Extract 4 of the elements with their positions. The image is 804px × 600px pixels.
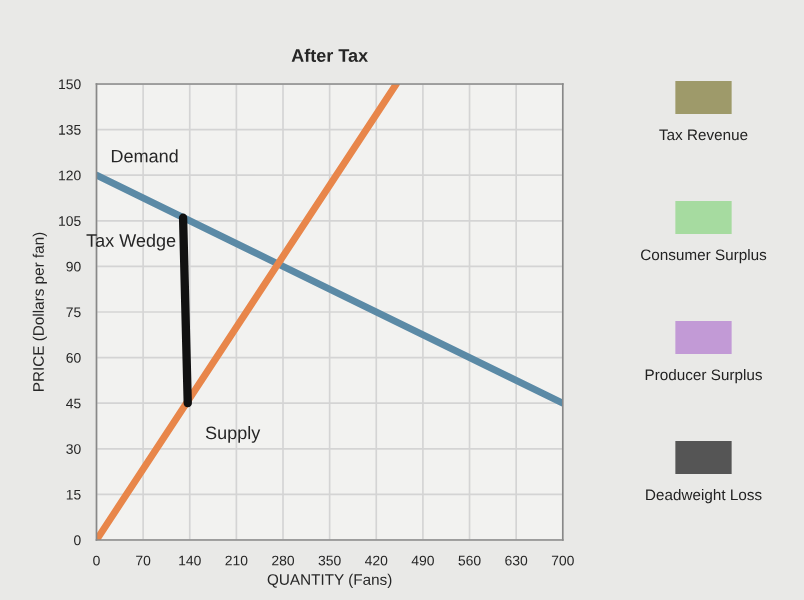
series-label: Demand <box>111 149 178 163</box>
series-label: Supply <box>205 426 261 443</box>
chart-title: After Tax <box>291 48 368 62</box>
series-label: Tax Wedge <box>86 233 176 251</box>
